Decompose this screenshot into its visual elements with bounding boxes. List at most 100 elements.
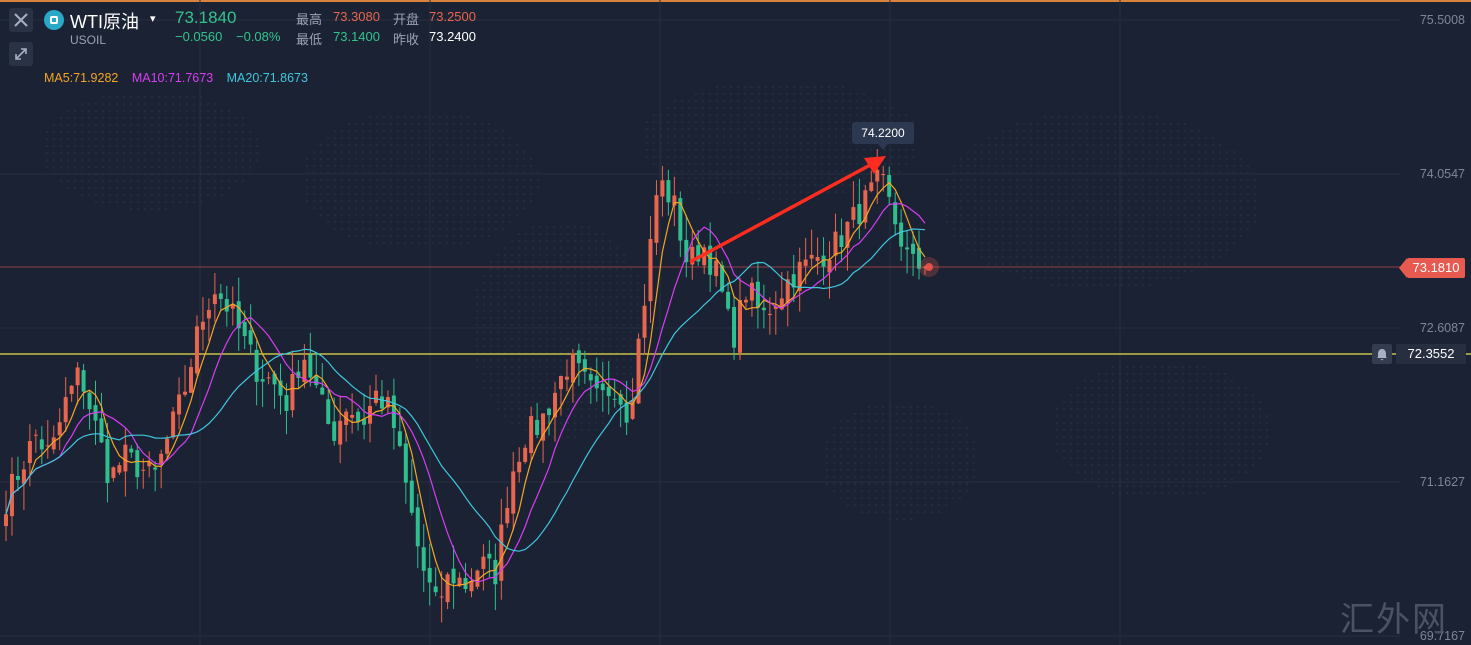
map-dot <box>1090 393 1094 397</box>
map-dot <box>515 192 519 196</box>
map-dot <box>1160 449 1164 453</box>
map-dot <box>1176 227 1180 231</box>
map-dot <box>410 150 414 154</box>
map-dot <box>389 241 393 245</box>
map-dot <box>508 157 512 161</box>
map-dot <box>1104 484 1108 488</box>
map-dot <box>743 92 747 96</box>
map-dot <box>1097 400 1101 404</box>
map-dot <box>1134 178 1138 182</box>
map-dot <box>1029 269 1033 273</box>
alert-price-label[interactable]: 72.3552 <box>1396 344 1466 364</box>
map-dot <box>1218 150 1222 154</box>
map-dot <box>1139 400 1143 404</box>
map-dot <box>431 115 435 119</box>
map-dot <box>552 358 556 362</box>
map-dot <box>1258 442 1262 446</box>
map-dot <box>937 454 941 458</box>
map-dot <box>424 185 428 189</box>
close-button[interactable] <box>9 8 33 32</box>
map-dot <box>1127 129 1131 133</box>
map-dot <box>1092 115 1096 119</box>
map-dot <box>1167 365 1171 369</box>
map-dot <box>522 150 526 154</box>
map-dot <box>1078 269 1082 273</box>
map-dot <box>652 162 656 166</box>
symbol-name[interactable]: WTI原油 <box>70 12 139 32</box>
map-dot <box>673 155 677 159</box>
map-dot <box>410 136 414 140</box>
map-dot <box>59 158 63 162</box>
map-dot <box>594 309 598 313</box>
map-dot <box>1232 227 1236 231</box>
map-dot <box>1104 372 1108 376</box>
map-dot <box>1062 456 1066 460</box>
map-dot <box>1204 241 1208 245</box>
map-dot <box>1183 129 1187 133</box>
alert-bell-button[interactable] <box>1372 344 1392 364</box>
map-dot <box>874 482 878 486</box>
map-dot <box>538 309 542 313</box>
candle-body <box>720 265 725 292</box>
map-dot <box>1071 136 1075 140</box>
map-dot <box>1148 276 1152 280</box>
map-dot <box>715 169 719 173</box>
map-dot <box>778 176 782 180</box>
candle-body <box>314 375 319 386</box>
candle-body <box>326 399 331 424</box>
map-dot <box>1195 407 1199 411</box>
map-dot <box>846 496 850 500</box>
candle-body <box>600 383 605 391</box>
map-dot <box>1239 206 1243 210</box>
map-dot <box>459 206 463 210</box>
map-dot <box>1155 157 1159 161</box>
map-dot <box>382 234 386 238</box>
map-dot <box>206 144 210 148</box>
chevron-down-icon[interactable]: ▾ <box>150 13 156 25</box>
map-dot <box>129 179 133 183</box>
candle-body <box>385 397 390 408</box>
map-dot <box>480 199 484 203</box>
map-dot <box>757 120 761 124</box>
map-dot <box>129 109 133 113</box>
map-dot <box>375 122 379 126</box>
map-dot <box>524 372 528 376</box>
map-dot <box>1078 129 1082 133</box>
map-dot <box>792 190 796 194</box>
map-dot <box>347 213 351 217</box>
map-dot <box>1183 185 1187 189</box>
map-dot <box>673 106 677 110</box>
map-dot <box>792 113 796 117</box>
map-dot <box>785 169 789 173</box>
collapse-button[interactable] <box>9 42 33 66</box>
map-dot <box>1029 164 1033 168</box>
map-dot <box>1148 206 1152 210</box>
map-dot <box>573 330 577 334</box>
map-dot <box>1008 227 1012 231</box>
map-dot <box>1120 199 1124 203</box>
map-dot <box>959 206 963 210</box>
arrow-shaft <box>689 162 873 264</box>
map-dot <box>438 185 442 189</box>
candle-body <box>887 175 892 197</box>
map-dot <box>1237 470 1241 474</box>
map-dot <box>452 185 456 189</box>
map-dot <box>1251 449 1255 453</box>
trend-arrow-annotation[interactable] <box>689 156 886 264</box>
map-dot <box>867 510 871 514</box>
map-dot <box>834 92 838 96</box>
map-dot <box>403 129 407 133</box>
map-dot <box>1225 248 1229 252</box>
map-dot <box>652 141 656 145</box>
map-dot <box>1092 136 1096 140</box>
map-dot <box>129 144 133 148</box>
map-dot <box>1092 269 1096 273</box>
map-dot <box>445 206 449 210</box>
map-dot <box>1209 428 1213 432</box>
map-dot <box>531 302 535 306</box>
map-dot <box>508 178 512 182</box>
map-dot <box>340 213 344 217</box>
map-dot <box>108 158 112 162</box>
map-dot <box>1111 386 1115 390</box>
